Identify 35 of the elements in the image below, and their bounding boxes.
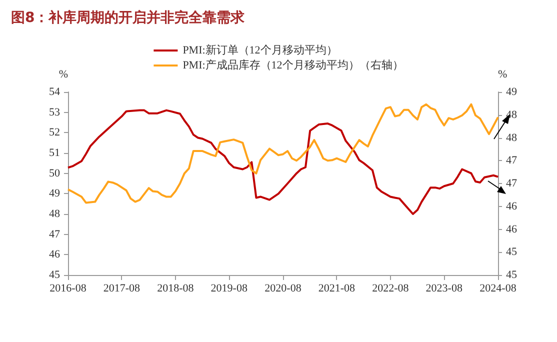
- legend-label: PMI:产成品库存（12个月移动平均）（右轴）: [182, 58, 404, 72]
- y-tick-label: 54: [49, 86, 60, 98]
- chart-title: 图8：补库周期的开启并非完全靠需求: [11, 9, 246, 26]
- y2-tick-label: 48: [506, 132, 518, 144]
- x-tick-label: 2016-08: [50, 282, 87, 294]
- y-tick-label: 46: [49, 248, 60, 261]
- y-axis-title: %: [58, 68, 68, 80]
- line-series: [67, 109, 499, 215]
- line-series: [67, 103, 499, 204]
- y2-tick-label: 45: [506, 246, 518, 258]
- x-tick-label: 2018-08: [157, 282, 194, 294]
- y2-tick-label: 49: [506, 86, 518, 98]
- y2-tick-label: 47: [506, 154, 518, 167]
- y2-tick-label: 45: [506, 269, 518, 281]
- y2-tick-label: 46: [506, 223, 518, 236]
- y2-axis-title: %: [498, 68, 508, 80]
- x-tick-label: 2021-08: [318, 282, 356, 294]
- y-tick-label: 47: [49, 228, 60, 240]
- y-tick-label: 52: [49, 126, 60, 139]
- x-tick-label: 2019-08: [210, 282, 248, 294]
- y2-tick-label: 48: [506, 108, 518, 121]
- x-tick-label: 2020-08: [264, 282, 302, 294]
- legend-label: PMI:新订单（12个月移动平均）: [182, 44, 338, 56]
- y-tick-label: 53: [49, 106, 60, 118]
- y-tick-label: 45: [49, 269, 60, 281]
- y-tick-label: 51: [49, 147, 60, 159]
- y2-tick-label: 47: [506, 178, 518, 190]
- x-tick-label: 2017-08: [103, 282, 141, 294]
- y2-tick-label: 46: [506, 200, 518, 212]
- y-tick-label: 48: [49, 208, 60, 220]
- y-tick-label: 49: [49, 188, 60, 200]
- x-tick-label: 2024-08: [480, 282, 517, 294]
- x-tick-label: 2023-08: [426, 282, 463, 294]
- y-tick-label: 50: [49, 167, 60, 180]
- x-tick-label: 2022-08: [372, 282, 410, 294]
